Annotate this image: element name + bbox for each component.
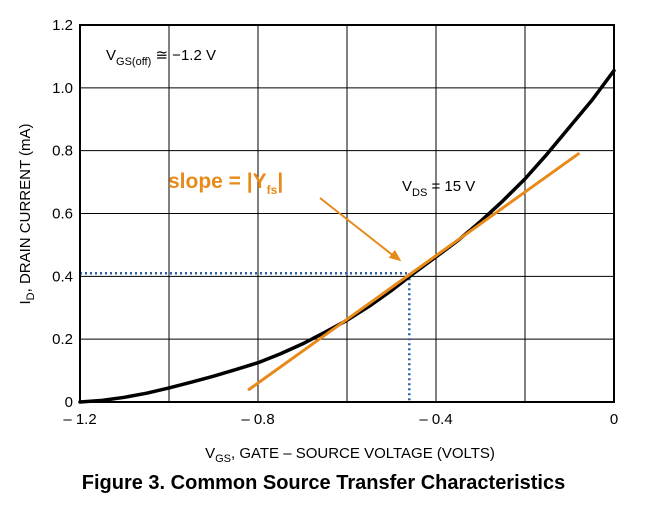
slope-arrow-head [388,249,402,262]
x-tick-label: – 1.2 [63,411,96,428]
slope-arrow-line [319,197,396,258]
y-tick-label: 0.2 [52,331,73,348]
y-tick-label: 1.2 [52,17,73,34]
chart: – 1.2 – 0.8 – 0.4 0 0 0.2 0.4 0.6 0.8 1.0 1.2 VGS… [17,17,618,465]
y-tick-label: 0.6 [52,206,73,223]
x-tick-label: – 0.8 [241,411,274,428]
y-tick-label: 0.4 [52,268,73,285]
y-tick-labels: 0 0.2 0.4 0.6 0.8 1.0 1.2 [52,17,73,411]
vgs-off-annotation: VGS(off) ≅ −1.2 V [106,47,216,68]
y-axis-title: ID, DRAIN CURRENT (mA) [17,123,37,304]
y-tick-label: 1.0 [52,80,73,97]
x-tick-label: 0 [610,411,618,428]
slope-arrow [319,197,402,262]
figure-caption: Figure 3. Common Source Transfer Charact… [81,472,566,494]
series-group [78,68,616,404]
slope-annotation: slope = |Yfs| [168,170,283,197]
vds-annotation: VDS = 15 V [402,178,475,199]
x-tick-label: – 0.4 [419,411,452,428]
slope-tangent-line [247,152,580,391]
reference-lines [80,271,411,402]
plot-frame [79,24,615,403]
grid [79,24,615,403]
y-tick-label: 0.8 [52,143,73,160]
x-axis-title: VGS, GATE – SOURCE VOLTAGE (VOLTS) [205,445,495,465]
y-tick-label: 0 [65,394,73,411]
x-tick-labels: – 1.2 – 0.8 – 0.4 0 [63,411,618,428]
